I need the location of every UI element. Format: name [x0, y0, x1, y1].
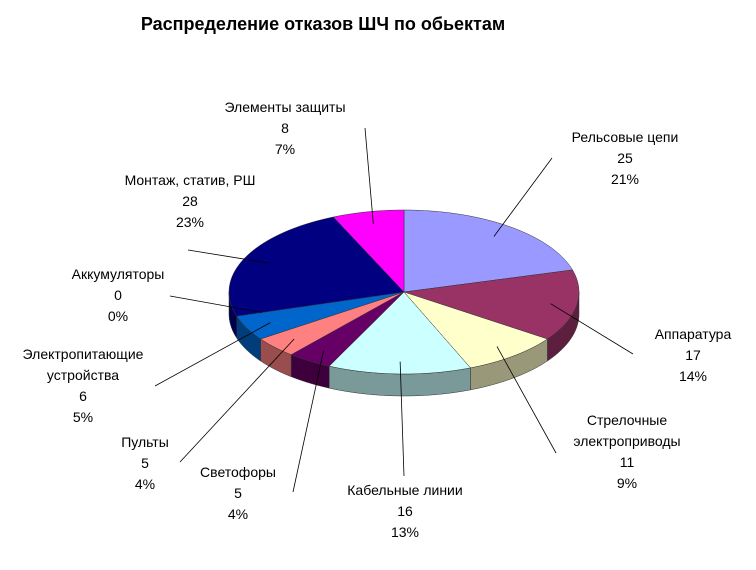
label-percent: 9% [616, 475, 638, 491]
leader-line [493, 157, 553, 237]
chart-title: Распределение отказов ШЧ по обьектам [140, 14, 506, 34]
label-percent: 7% [274, 141, 296, 157]
slice [403, 209, 573, 293]
label-name: Пульты [121, 434, 169, 450]
label-percent: 4% [227, 506, 249, 522]
leader-line [550, 303, 634, 355]
slice [332, 209, 405, 293]
slice [403, 269, 580, 340]
slice-label: Монтаж, статив, РШ 28 23% [115, 170, 265, 233]
leader-line [399, 361, 405, 477]
slice-label: Аппаратура 17 14% [633, 324, 753, 387]
slice-label: Светофоры 5 4% [188, 462, 288, 525]
label-value: 16 [397, 503, 413, 519]
slice [228, 216, 405, 317]
slice-label: Пульты 5 4% [105, 432, 185, 495]
leader-line [187, 249, 269, 264]
label-value: 28 [182, 193, 198, 209]
label-name: Аппаратура [654, 326, 732, 342]
label-value: 11 [619, 454, 635, 470]
label-name: Стрелочные электроприводы [573, 412, 681, 449]
slice-label: Аккумуляторы 0 0% [53, 264, 183, 327]
slice-label: Стрелочные электроприводы 11 9% [562, 410, 692, 494]
label-value: 5 [234, 485, 242, 501]
label-name: Рельсовые цепи [571, 129, 679, 145]
leader-line [292, 350, 324, 493]
slice-label: Элементы защиты 8 7% [210, 97, 360, 160]
label-percent: 0% [107, 308, 129, 324]
label-name: Монтаж, статив, РШ [124, 172, 256, 188]
slice-label: Электропитающие устройства 6 5% [13, 344, 153, 428]
label-percent: 21% [610, 171, 640, 187]
label-value: 6 [79, 388, 87, 404]
label-value: 8 [281, 120, 289, 136]
slice [328, 291, 471, 375]
leader-line [179, 338, 295, 463]
leader-line [154, 322, 271, 387]
label-value: 0 [114, 287, 122, 303]
slice-label: Кабельные линии 16 13% [330, 480, 480, 543]
slice-label: Рельсовые цепи 25 21% [550, 127, 700, 190]
label-percent: 14% [678, 368, 708, 384]
leader-line [496, 346, 557, 454]
label-percent: 4% [134, 476, 156, 492]
label-percent: 13% [390, 524, 420, 540]
label-name: Аккумуляторы [71, 266, 165, 282]
label-value: 5 [141, 455, 149, 471]
slice [403, 291, 548, 369]
label-name: Светофоры [200, 464, 276, 480]
label-value: 17 [685, 347, 701, 363]
label-percent: 23% [175, 214, 205, 230]
leader-line [169, 295, 262, 313]
label-name: Кабельные линии [347, 482, 463, 498]
label-name: Электропитающие устройства [22, 346, 144, 383]
slice [290, 291, 405, 367]
leader-line [364, 127, 374, 224]
slice [260, 291, 405, 355]
label-name: Элементы защиты [224, 99, 346, 115]
label-value: 25 [617, 150, 633, 166]
slice [236, 291, 405, 340]
label-percent: 5% [72, 409, 94, 425]
